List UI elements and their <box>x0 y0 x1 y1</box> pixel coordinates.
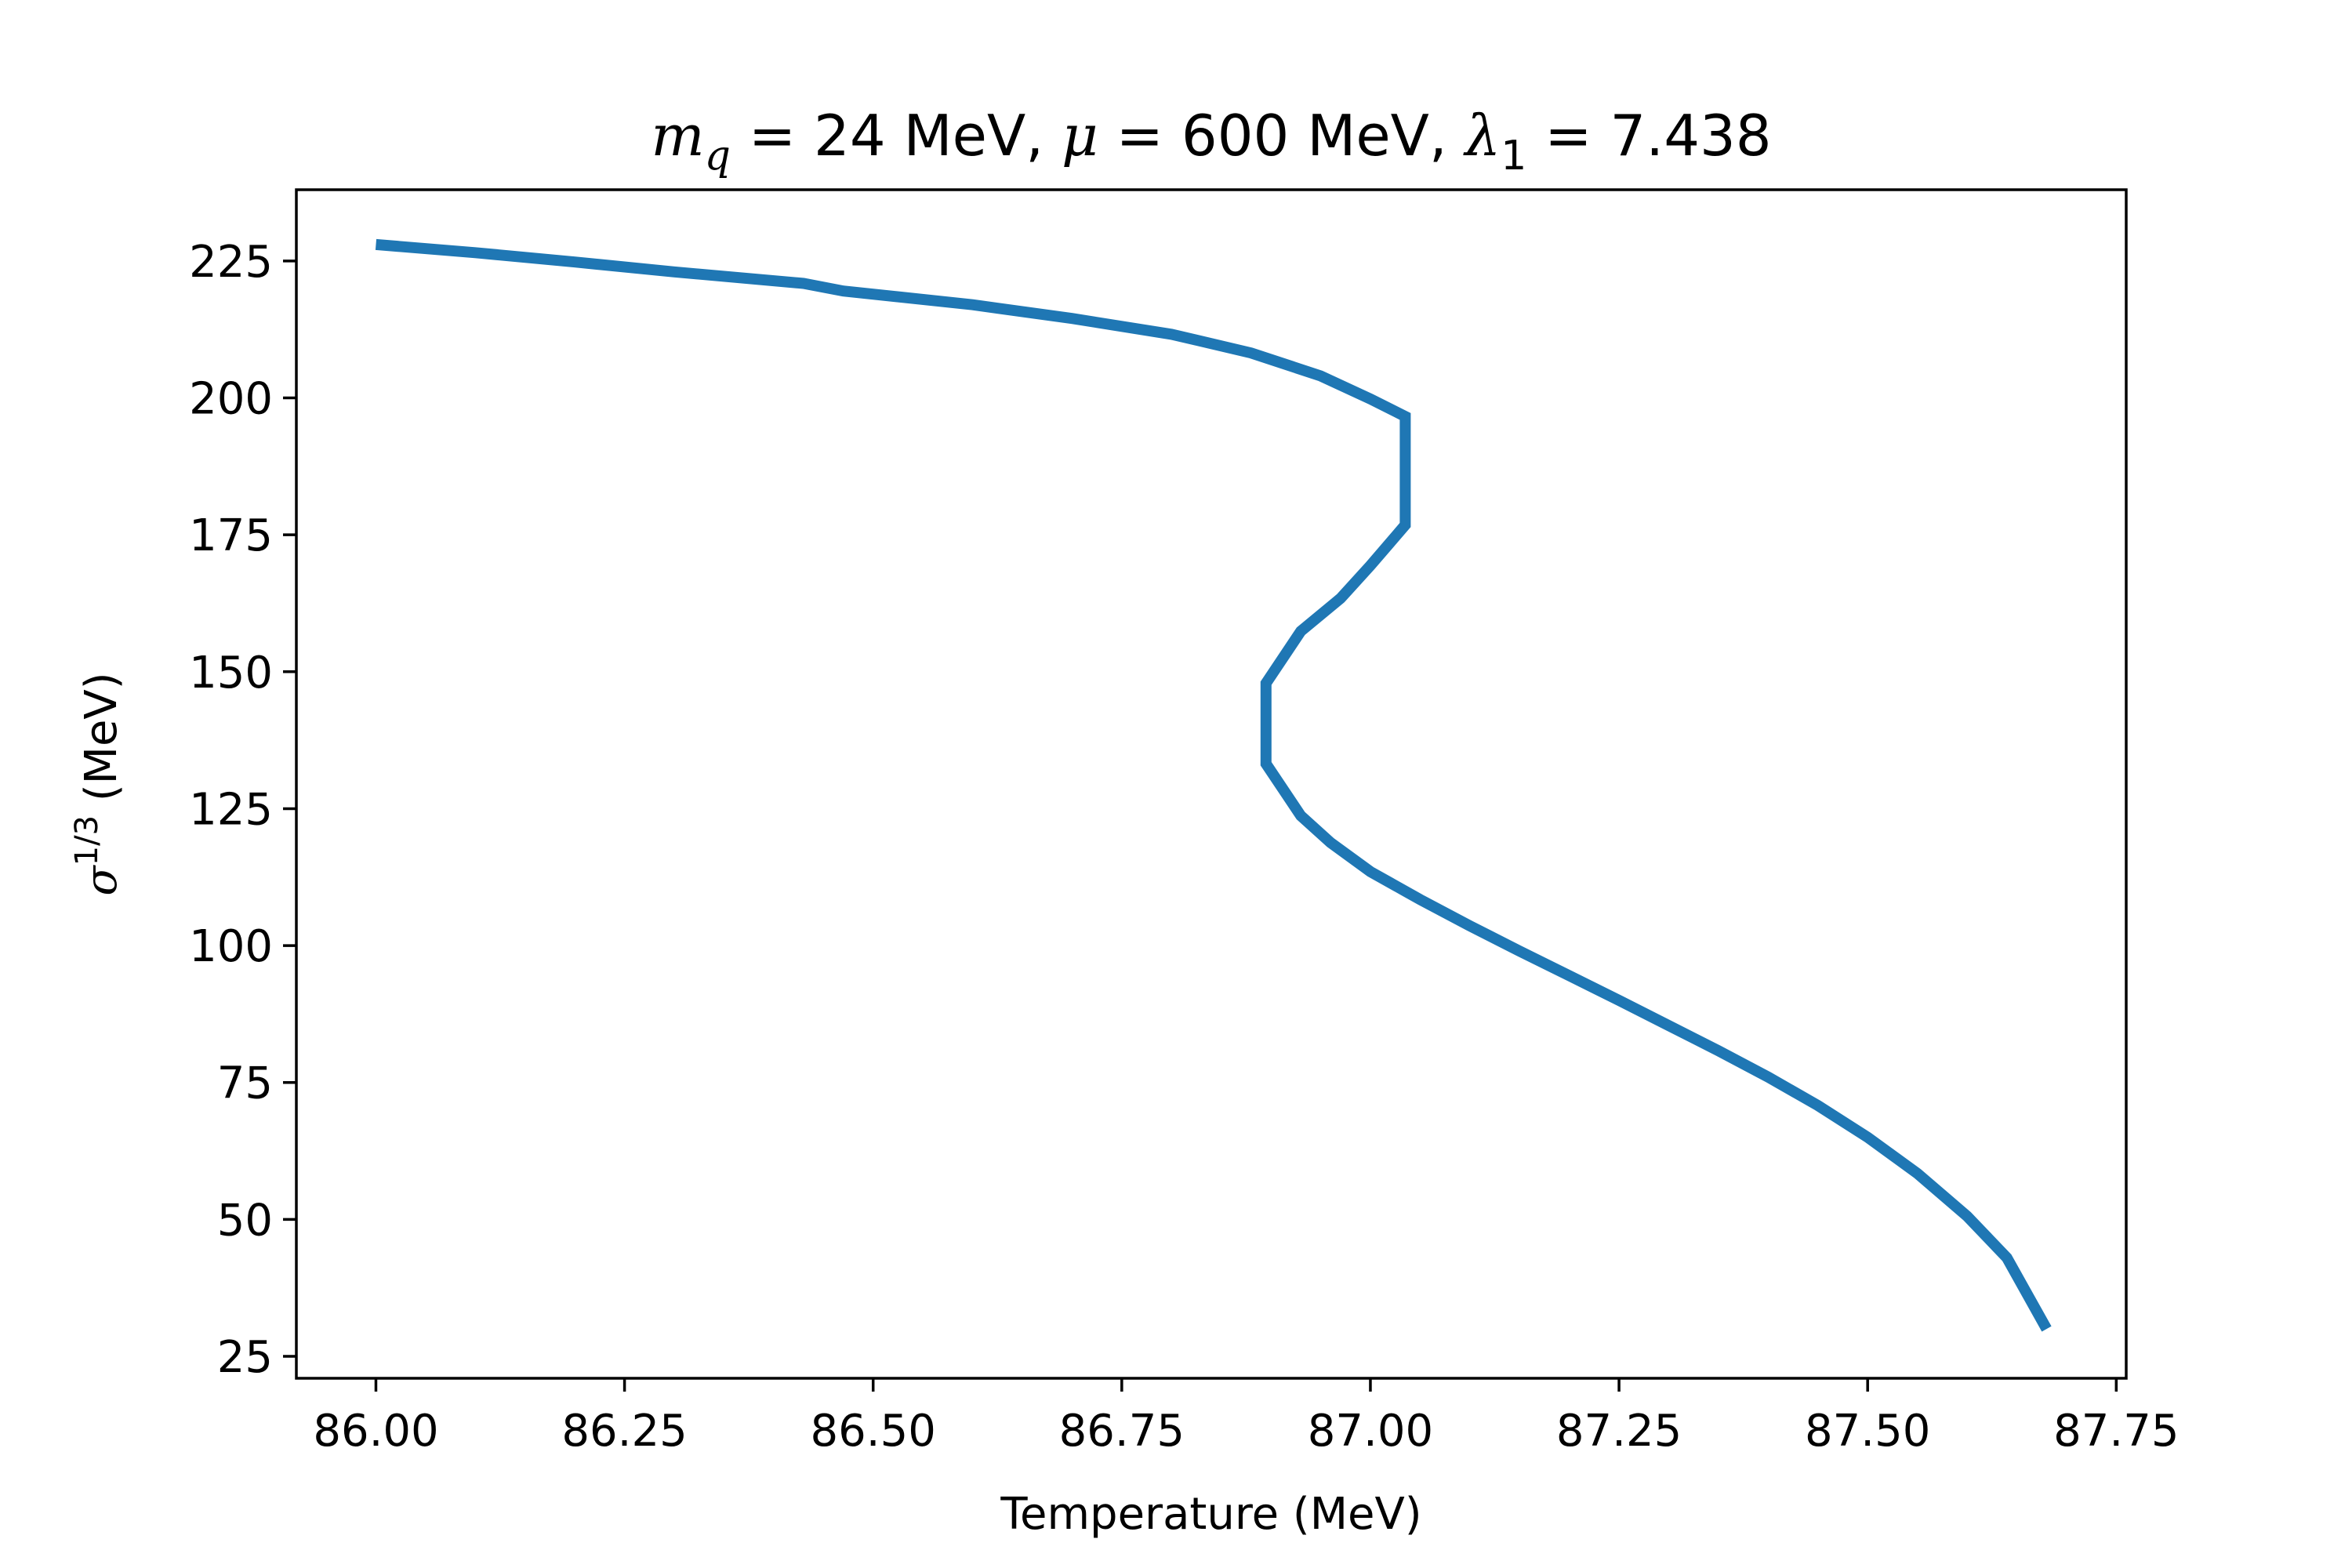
title-part: μ <box>1062 103 1098 169</box>
title-part: = 24 MeV, <box>731 103 1062 169</box>
y-tick-label: 200 <box>189 373 273 424</box>
y-tick-label: 50 <box>217 1195 273 1246</box>
y-tick-label: 150 <box>189 648 273 699</box>
y-tick-label: 225 <box>189 237 273 288</box>
x-tick-label: 86.00 <box>313 1406 438 1457</box>
y-tick-label: 125 <box>189 784 273 835</box>
plot-area <box>375 238 2052 1332</box>
chart-title: mq = 24 MeV, μ = 600 MeV, λ1 = 7.438 <box>651 103 1771 180</box>
y-tick-label: 25 <box>217 1332 273 1383</box>
title-part: = 600 MeV, <box>1098 103 1465 169</box>
x-tick-label: 86.50 <box>811 1406 936 1457</box>
x-tick-label: 86.75 <box>1059 1406 1185 1457</box>
y-tick-label: 75 <box>217 1058 273 1109</box>
y-tick-label: 100 <box>189 921 273 972</box>
title-part: 1 <box>1501 132 1526 180</box>
x-tick-label: 86.25 <box>561 1406 687 1457</box>
title-part: m <box>651 103 704 169</box>
y-axis-label: σ1/3 (MeV) <box>69 672 127 895</box>
axes-frame <box>295 188 2128 1380</box>
x-tick-label: 87.25 <box>1556 1406 1682 1457</box>
series-line <box>375 238 2052 1332</box>
y-label-unit: (MeV) <box>76 672 127 815</box>
y-axis: 25 50 75 100 125 150 175 200 225 <box>189 237 296 1383</box>
x-axis: 86.00 86.25 86.50 86.75 87.00 87.25 87.50 87.75 <box>313 1378 2179 1457</box>
title-part: = 7.438 <box>1526 103 1771 169</box>
y-tick-label: 175 <box>189 510 273 561</box>
title-part: q <box>705 132 731 180</box>
y-label-symbol: σ <box>76 865 127 896</box>
y-label-superscript: 1/3 <box>69 815 105 866</box>
x-tick-label: 87.75 <box>2053 1406 2179 1457</box>
title-part: λ <box>1463 103 1501 169</box>
x-tick-label: 87.00 <box>1308 1406 1433 1457</box>
x-tick-label: 87.50 <box>1805 1406 1930 1457</box>
x-axis-label: Temperature (MeV) <box>1000 1489 1421 1540</box>
